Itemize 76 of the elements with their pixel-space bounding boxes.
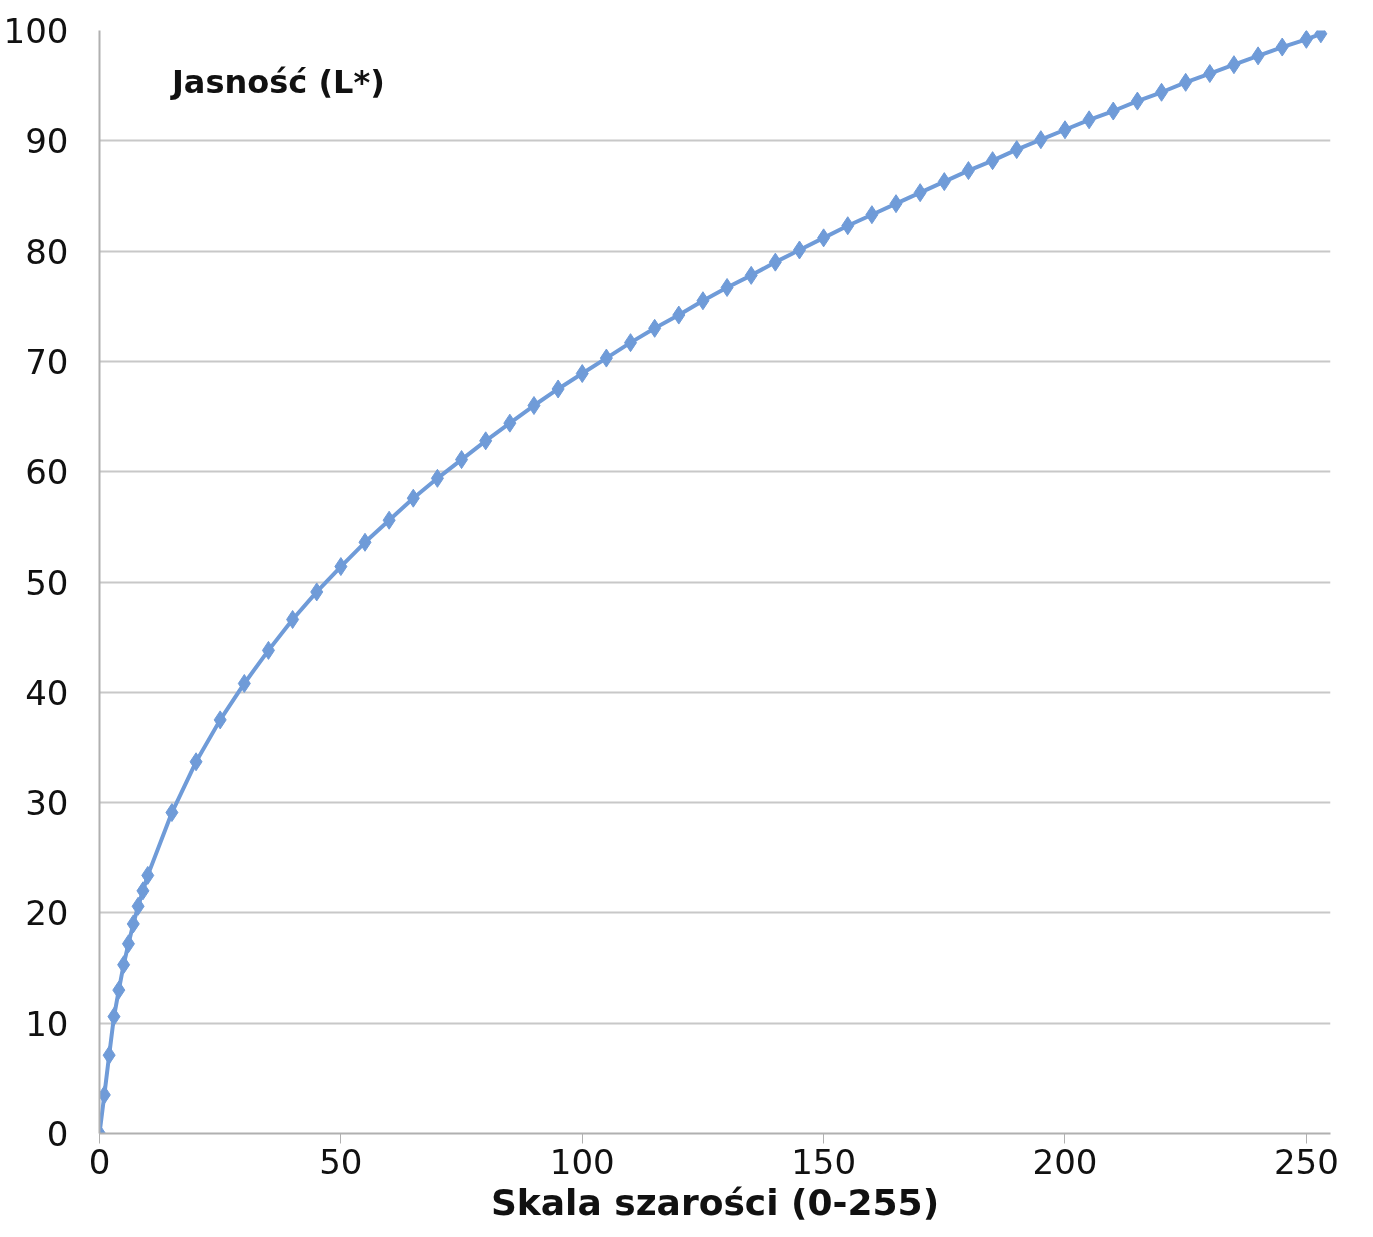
point (358, 532, 372, 552)
point (720, 278, 734, 297)
point (1179, 72, 1193, 92)
point (961, 161, 975, 181)
point (937, 172, 951, 192)
point (189, 752, 203, 772)
point (575, 364, 589, 384)
y-tick-label: 10 (25, 1003, 69, 1044)
point (406, 488, 420, 508)
point (1010, 140, 1024, 160)
point (986, 151, 1000, 171)
point (430, 468, 444, 488)
point (1082, 110, 1096, 130)
point (889, 194, 903, 214)
point (672, 305, 686, 325)
point (817, 228, 831, 248)
point (865, 205, 879, 225)
point (136, 881, 150, 901)
y-tick-label: 60 (25, 452, 69, 493)
point (165, 803, 179, 823)
point (1299, 30, 1313, 49)
point (648, 318, 662, 338)
point (112, 980, 126, 1000)
point (141, 865, 155, 885)
y-axis-title: Jasność (L*) (169, 62, 385, 101)
point (1275, 37, 1289, 57)
point (382, 510, 396, 530)
point (1227, 55, 1241, 75)
point (102, 1045, 116, 1065)
point (527, 396, 541, 416)
point (1130, 91, 1144, 111)
point (479, 431, 493, 451)
x-tick-label: 50 (319, 1141, 363, 1182)
y-tick-label: 70 (25, 341, 69, 382)
y-tick-label: 100 (3, 11, 69, 51)
y-tick-label: 30 (25, 783, 69, 824)
point (599, 348, 613, 368)
point (624, 333, 638, 353)
point (551, 379, 565, 399)
point (121, 934, 135, 954)
x-axis-title: Skala szarości (0-255) (490, 1181, 940, 1223)
point (768, 252, 782, 272)
y-tick-label: 80 (25, 231, 69, 272)
point (1155, 82, 1169, 102)
point (503, 413, 517, 433)
x-tick-label: 150 (791, 1141, 857, 1182)
x-tick-label: 200 (1032, 1141, 1098, 1182)
y-tick-label: 40 (25, 672, 69, 713)
y-tick-label: 0 (46, 1114, 69, 1154)
y-tick-label: 90 (25, 121, 69, 162)
point (1058, 120, 1072, 140)
y-tick-label: 20 (25, 893, 69, 934)
point (117, 955, 131, 975)
point (913, 183, 927, 203)
point (1251, 46, 1265, 66)
point (310, 582, 324, 602)
point (1034, 130, 1048, 150)
point (286, 610, 300, 629)
x-tick-label: 0 (88, 1141, 111, 1182)
point (455, 450, 469, 470)
point (1203, 64, 1217, 84)
point (131, 896, 145, 916)
point (1106, 101, 1120, 121)
point (261, 640, 275, 660)
point (696, 291, 710, 311)
point (841, 216, 855, 236)
point (334, 557, 348, 577)
point (126, 914, 140, 934)
point (213, 710, 227, 730)
y-tick-label: 50 (25, 562, 69, 603)
point (107, 1007, 121, 1027)
point (744, 265, 758, 285)
x-tick-label: 100 (549, 1141, 615, 1182)
x-tick-label: 250 (1273, 1141, 1339, 1182)
point (792, 240, 806, 260)
point (237, 673, 251, 693)
